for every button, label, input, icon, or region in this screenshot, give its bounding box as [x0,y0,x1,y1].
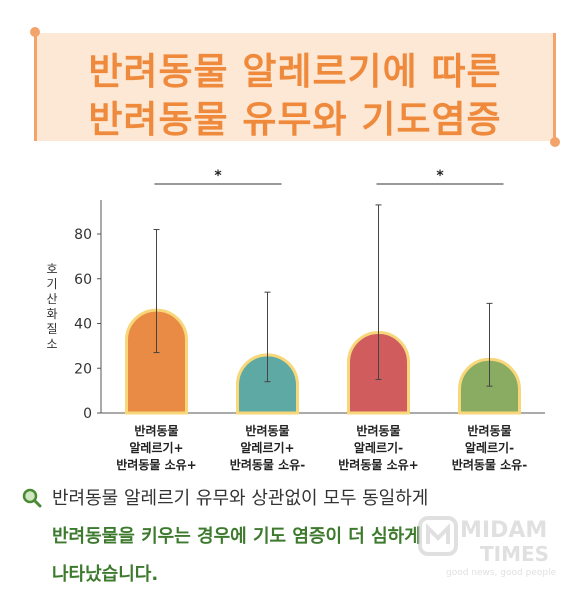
watermark-name1: MIDAM [460,518,548,543]
x-category-label: 반려동물 알레르기- 반려동물 소유+ [338,424,419,472]
watermark-tagline: good news, good people [446,568,557,578]
x-category-label: 반려동물 알레르기- 반려동물 소유- [451,424,528,472]
x-category-label: 반려동물 알레르기+ 반려동물 소유- [229,424,306,472]
title-dot-bottom-right [550,137,560,147]
y-tick-label: 80 [74,227,92,243]
bar-chart: 0 20 40 60 80 * * [74,168,545,422]
bar [125,308,188,415]
page-title-line2: 반려동물 유무와 기도염증 [88,98,502,141]
significance-label: * [214,168,222,184]
page-title-line1: 반려동물 알레르기에 따른 [88,50,502,93]
watermark-name2: TIMES [480,542,550,566]
title-banner: 반려동물 알레르기에 따른 반려동물 유무와 기도염증 [30,27,560,147]
caption-line2: 반려동물을 키우는 경우에 기도 염증이 더 심하게 [52,526,421,547]
magnifier-icon [22,488,42,508]
y-tick-label: 20 [74,361,92,377]
title-rule-left [34,33,37,141]
caption-line1: 반려동물 알레르기 유무와 상관없이 모두 동일하게 [52,488,429,509]
watermark-logo: MIDAM TIMES good news, good people [418,512,578,582]
x-category-label: 반려동물 알레르기+ 반려동물 소유+ [116,424,197,472]
caption-line3: 나타났습니다. [52,564,159,585]
bar [236,353,299,415]
y-tick-label: 0 [83,406,92,422]
title-rule-right [553,33,556,141]
significance-label: * [436,168,444,184]
title-dot-top-left [30,27,40,37]
watermark-emblem-icon [418,516,458,556]
y-tick-label: 40 [74,317,92,333]
y-tick-label: 60 [74,272,92,288]
